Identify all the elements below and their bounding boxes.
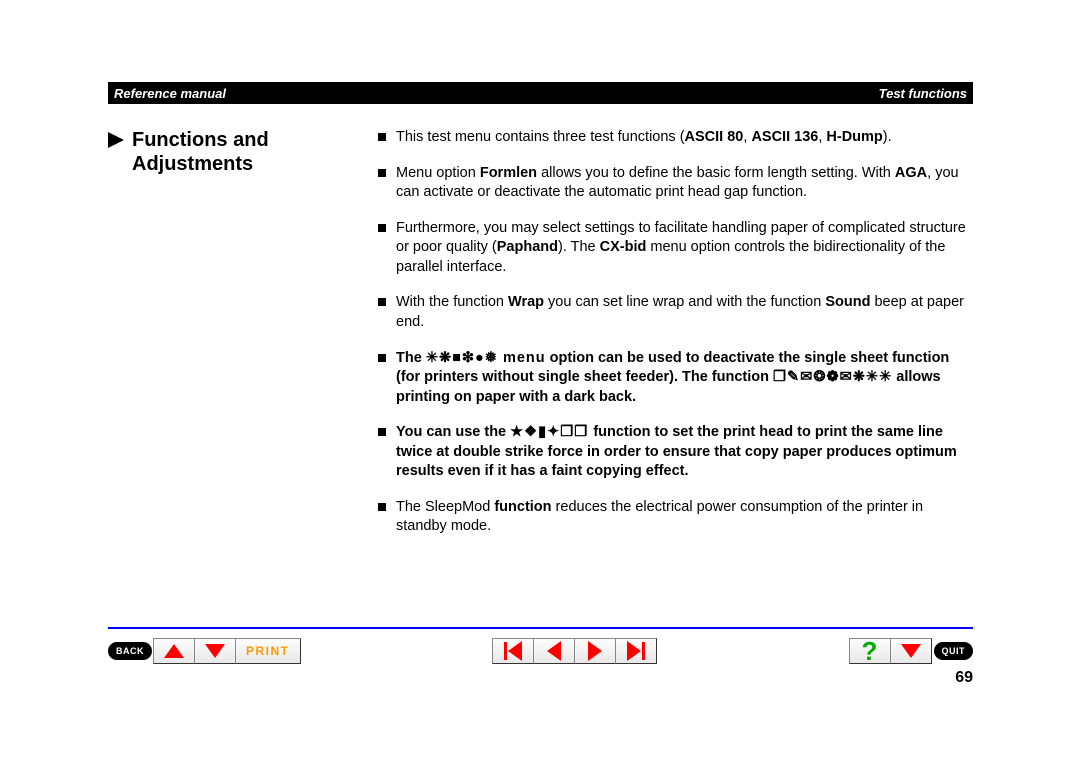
quit-button[interactable]: QUIT [934, 642, 974, 660]
triangle-left-icon [508, 641, 522, 661]
triangle-right-icon [627, 641, 641, 661]
nav-center-group [493, 638, 657, 664]
list-item: With the function Wrap you can set line … [378, 293, 973, 332]
nav-left-group: BACK PRINT [108, 638, 301, 664]
scroll-down-button-2[interactable] [890, 638, 932, 664]
triangle-down-icon [205, 644, 225, 658]
last-page-button[interactable] [615, 638, 657, 664]
manual-page: Reference manual Test functions Function… [108, 82, 973, 722]
list-item: This test menu contains three test funct… [378, 128, 973, 148]
header-right: Test functions [879, 86, 967, 101]
body-area: Functions and Adjustments This test menu… [108, 128, 973, 553]
nav-right-group: ? QUIT [849, 638, 974, 664]
first-page-button[interactable] [492, 638, 534, 664]
list-item: Menu option Formlen allows you to define… [378, 164, 973, 203]
left-column: Functions and Adjustments [108, 128, 378, 553]
list-item: The SleepMod function reduces the electr… [378, 498, 973, 537]
bar-icon [642, 642, 645, 660]
right-column: This test menu contains three test funct… [378, 128, 973, 553]
print-button[interactable]: PRINT [235, 638, 301, 664]
footer-divider [108, 627, 973, 629]
nav-bar: BACK PRINT ? QUIT [108, 637, 973, 665]
triangle-up-icon [164, 644, 184, 658]
bullet-list: This test menu contains three test funct… [378, 128, 973, 537]
list-item: Furthermore, you may select settings to … [378, 219, 973, 278]
question-icon: ? [862, 638, 878, 664]
bar-icon [504, 642, 507, 660]
header-bar: Reference manual Test functions [108, 82, 973, 104]
triangle-down-icon [901, 644, 921, 658]
list-item: The ✳❋■❇●❅ menu option can be used to de… [378, 349, 973, 408]
scroll-down-button[interactable] [194, 638, 236, 664]
back-button[interactable]: BACK [108, 642, 152, 660]
next-page-button[interactable] [574, 638, 616, 664]
prev-page-button[interactable] [533, 638, 575, 664]
section-heading: Functions and Adjustments [108, 128, 358, 176]
triangle-left-icon [547, 641, 561, 661]
page-number: 69 [108, 669, 973, 687]
list-item: You can use the ★❖▮✦❐❐ function to set t… [378, 423, 973, 482]
header-left: Reference manual [114, 86, 226, 101]
scroll-up-button[interactable] [153, 638, 195, 664]
help-button[interactable]: ? [849, 638, 891, 664]
triangle-right-icon [588, 641, 602, 661]
